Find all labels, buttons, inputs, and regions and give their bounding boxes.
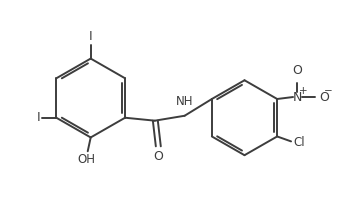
Text: O: O <box>319 90 329 103</box>
Text: OH: OH <box>78 153 96 166</box>
Text: NH: NH <box>176 95 193 108</box>
Text: O: O <box>153 150 163 163</box>
Text: N: N <box>292 90 302 103</box>
Text: O: O <box>292 64 302 77</box>
Text: I: I <box>37 111 41 124</box>
Text: Cl: Cl <box>293 136 305 149</box>
Text: +: + <box>299 86 307 96</box>
Text: I: I <box>89 30 93 43</box>
Text: −: − <box>323 86 332 96</box>
